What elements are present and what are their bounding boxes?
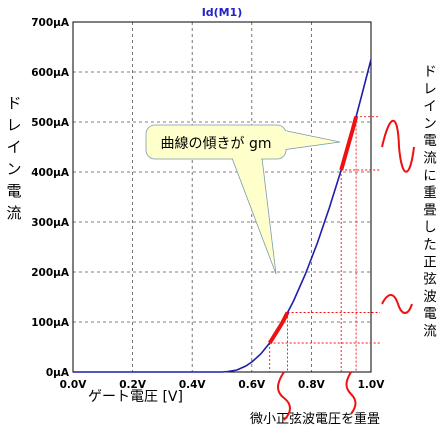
- x-tick-label: 0.0V: [60, 379, 88, 391]
- x-tick-labels: 0.0V 0.2V 0.4V 0.6V 0.8V 1.0V: [60, 379, 386, 391]
- right-label-char: 畳: [423, 202, 437, 218]
- y-tick-label: 200μA: [31, 267, 70, 279]
- y-axis-label-char: 流: [6, 204, 21, 222]
- x-axis-label: ゲート電圧 [V]: [88, 389, 183, 405]
- highlight-segments: [267, 116, 359, 345]
- bottom-sine-left: [277, 371, 291, 421]
- right-sine-large: [381, 120, 415, 173]
- y-tick-label: 0μA: [46, 367, 70, 379]
- right-label-char: レ: [423, 81, 437, 97]
- right-label-char: ド: [423, 64, 437, 80]
- y-tick-label: 600μA: [31, 67, 70, 79]
- y-axis-label-char: ン: [6, 160, 21, 178]
- right-label-char: し: [423, 220, 437, 236]
- y-tick-labels: 0μA 100μA 200μA 300μA 400μA 500μA 600μA 700μA: [31, 17, 70, 379]
- bottom-sine-right: [345, 371, 357, 415]
- grid: [73, 22, 371, 372]
- right-label-char: イ: [423, 99, 437, 115]
- y-tick-label: 400μA: [31, 167, 70, 179]
- right-label-char: 電: [423, 133, 437, 149]
- series-line: [73, 59, 372, 373]
- bottom-annotation-label: 微小正弦波電圧を重畳: [250, 411, 380, 427]
- highlight-segment: [267, 311, 290, 345]
- x-tick-label: 0.4V: [179, 379, 207, 391]
- highlight-segment: [339, 116, 359, 171]
- y-axis-label-char: ド: [6, 94, 21, 112]
- right-sine-small: [381, 294, 413, 314]
- callout-tail-lower: [231, 157, 277, 275]
- x-tick-label: 0.2V: [119, 379, 147, 391]
- guide-lines: [269, 116, 380, 372]
- right-label-char: 正: [423, 254, 437, 270]
- x-tick-label: 0.8V: [298, 379, 326, 391]
- sine-waves: [277, 120, 415, 421]
- callout-text: 曲線の傾きが gm: [161, 136, 272, 152]
- right-label-char: に: [423, 168, 437, 184]
- right-label-char: 波: [423, 289, 437, 305]
- y-axis-label-char: レ: [6, 116, 21, 134]
- plot-frame: [72, 21, 372, 373]
- x-tick-label: 0.6V: [238, 379, 266, 391]
- right-label-char: 電: [423, 306, 437, 322]
- right-label-char: 弦: [423, 272, 437, 288]
- y-tick-label: 100μA: [31, 317, 70, 329]
- chart-title: Id(M1): [202, 6, 243, 19]
- right-label-char: た: [423, 237, 437, 253]
- y-axis-label-char: イ: [6, 138, 21, 156]
- right-label-char: 流: [423, 151, 437, 167]
- x-tick-label: 1.0V: [358, 379, 386, 391]
- series-curve: [73, 59, 372, 373]
- y-tick-label: 700μA: [31, 17, 70, 29]
- right-label-char: 流: [423, 324, 437, 340]
- right-label-char: 重: [423, 185, 437, 201]
- y-tick-label: 300μA: [31, 217, 70, 229]
- callout: 曲線の傾きが gm: [145, 124, 341, 275]
- y-axis-label-char: 電: [6, 182, 21, 200]
- right-label-char: ン: [423, 116, 437, 132]
- y-tick-label: 500μA: [31, 117, 70, 129]
